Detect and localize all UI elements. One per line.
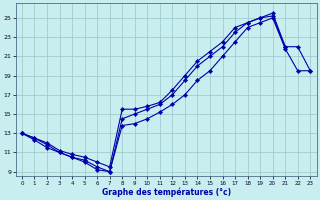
X-axis label: Graphe des températures (°c): Graphe des températures (°c)	[101, 187, 231, 197]
